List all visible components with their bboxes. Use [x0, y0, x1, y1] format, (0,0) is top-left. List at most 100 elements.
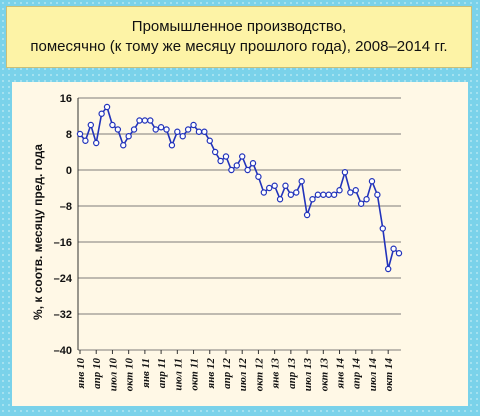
x-tick-label: апр 13: [286, 358, 298, 389]
chart-title-line-2: помесячно (к тому же месяцу прошлого год…: [30, 38, 448, 55]
data-point: [157, 124, 165, 131]
x-tick-label: окт 13: [318, 358, 330, 392]
x-tick-label: июл 12: [237, 358, 249, 392]
data-point: [190, 121, 197, 129]
x-tick-label: июл 14: [367, 358, 379, 392]
data-point: [330, 191, 338, 198]
data-point: [390, 245, 397, 252]
x-tick-label: янв 13: [270, 358, 282, 390]
data-point: [76, 130, 84, 138]
data-point: [206, 137, 213, 144]
x-tick-label: окт 14: [383, 358, 395, 392]
series-markers: [76, 103, 403, 273]
data-point: [363, 196, 370, 203]
y-axis-label: %, к соотв. месяцу пред. года: [31, 144, 45, 320]
data-point: [228, 166, 235, 174]
data-point: [163, 126, 170, 133]
data-point: [303, 211, 311, 219]
data-point: [260, 189, 268, 196]
x-tick-label: янв 12: [205, 358, 217, 390]
data-point: [384, 265, 392, 273]
data-point: [336, 187, 343, 194]
data-point: [152, 126, 159, 133]
data-point: [320, 191, 327, 198]
data-point: [374, 191, 381, 198]
x-tick-label: окт 11: [189, 358, 201, 391]
data-point: [184, 126, 192, 133]
data-point: [136, 117, 143, 124]
data-point: [222, 153, 230, 160]
data-point: [87, 121, 95, 129]
y-tick-label: 16: [60, 93, 72, 105]
data-point: [239, 153, 246, 160]
data-point: [114, 126, 122, 133]
data-point: [282, 182, 289, 189]
y-tick-label: –40: [54, 345, 72, 357]
x-tick-label: янв 14: [335, 358, 347, 390]
data-point: [347, 189, 354, 196]
data-point: [293, 189, 300, 196]
data-point: [125, 133, 132, 140]
data-point: [244, 166, 251, 174]
data-point: [266, 184, 273, 192]
x-tick-label: апр 10: [91, 358, 103, 389]
line-chart: 16 8 0 –8 –16 –24 –32 –40 янв 10 апр 10 июл 10 окт…: [31, 93, 403, 391]
series-line: [79, 105, 400, 270]
data-point: [314, 191, 322, 198]
x-tick-label: янв 10: [75, 358, 87, 390]
data-point: [298, 178, 305, 185]
data-point: [309, 196, 316, 203]
data-point: [168, 142, 176, 149]
data-point: [201, 128, 208, 135]
x-tick-label: окт 12: [253, 358, 265, 392]
data-point: [271, 182, 278, 189]
data-point: [98, 110, 105, 117]
x-tick-label: июл 11: [172, 358, 184, 391]
x-tick-label: окт 10: [124, 358, 136, 392]
y-tick-label: 0: [66, 165, 72, 177]
data-point: [255, 173, 262, 180]
x-tick-label: июл 10: [107, 358, 119, 392]
series-polyline: [79, 105, 400, 270]
chart-title-line-1: Промышленное производство,: [131, 18, 347, 35]
data-point: [287, 191, 295, 198]
data-point: [179, 133, 186, 140]
data-point: [130, 126, 138, 133]
data-point: [379, 225, 386, 232]
x-tick-label: июл 13: [302, 358, 314, 392]
data-point: [341, 169, 349, 176]
x-tick-label: апр 12: [221, 358, 233, 389]
y-tick-label: –16: [54, 237, 72, 249]
y-tick-label: 8: [66, 129, 72, 141]
data-point: [368, 178, 376, 185]
data-point: [276, 196, 284, 203]
data-point: [141, 117, 149, 124]
data-point: [103, 103, 111, 111]
data-point: [352, 187, 359, 194]
y-tick-label: –8: [60, 201, 72, 213]
data-point: [233, 162, 240, 169]
data-point: [249, 160, 257, 167]
data-point: [82, 137, 89, 144]
data-point: [147, 117, 154, 124]
y-tick-label: –24: [54, 273, 73, 285]
data-point: [109, 121, 116, 129]
x-tick-label: янв 11: [140, 358, 152, 389]
y-axis: 16 8 0 –8 –16 –24 –32 –40: [54, 93, 79, 357]
x-tick-label: апр 14: [351, 358, 363, 389]
x-axis: янв 10 апр 10 июл 10 окт 10 янв 11 апр 11 июл …: [75, 350, 395, 391]
data-point: [174, 128, 181, 135]
data-point: [395, 250, 403, 257]
grid-lines: [78, 97, 401, 351]
data-point: [211, 148, 219, 156]
data-point: [195, 128, 203, 135]
plot-panel: 16 8 0 –8 –16 –24 –32 –40 янв 10 апр 10 июл 10 окт…: [12, 82, 468, 406]
data-point: [120, 142, 127, 149]
data-point: [325, 191, 332, 198]
chart-title-box: Промышленное производство, помесячно (к …: [6, 6, 472, 68]
data-point: [93, 139, 100, 147]
x-tick-label: апр 11: [156, 358, 168, 388]
data-point: [217, 157, 224, 165]
y-tick-label: –32: [54, 309, 72, 321]
data-point: [357, 200, 365, 207]
